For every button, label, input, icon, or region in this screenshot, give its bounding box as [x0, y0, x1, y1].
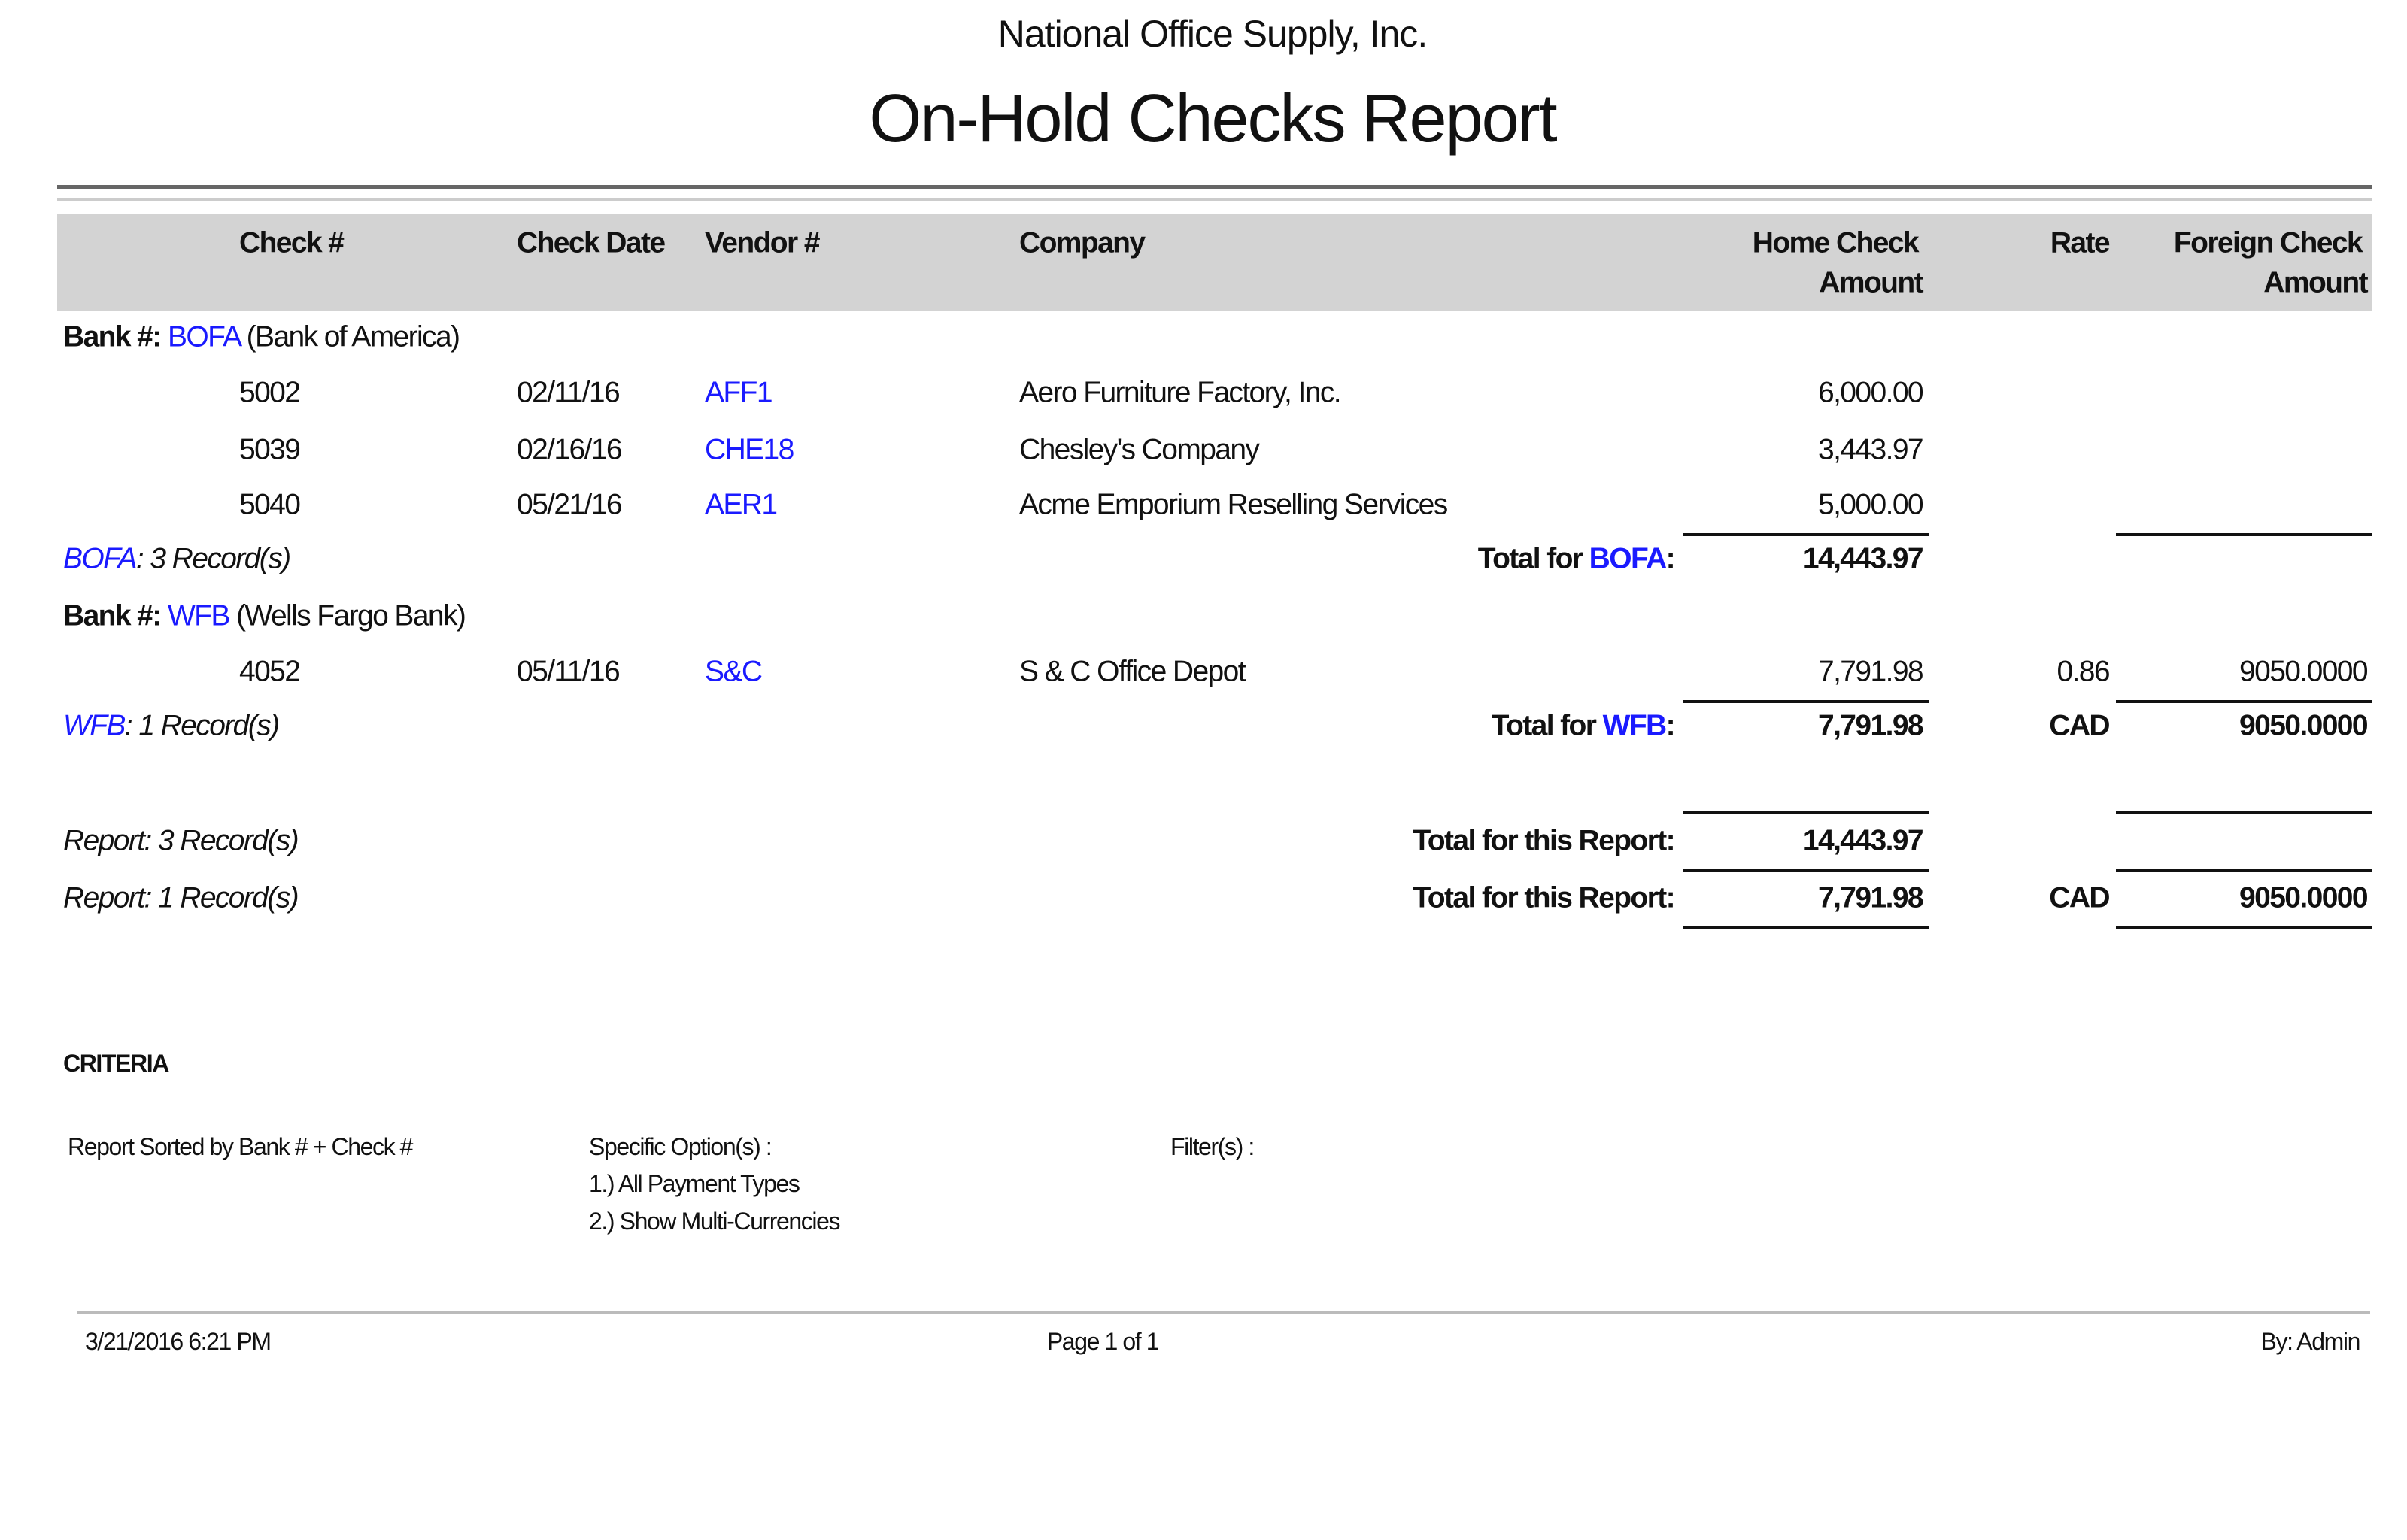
check-date: 05/11/16	[517, 655, 621, 688]
criteria-options-label: Specific Option(s) :	[589, 1132, 772, 1160]
group-total-label: Total for WFB:	[1491, 709, 1676, 744]
total-label-text: Total for	[1491, 709, 1603, 742]
home-amount: 5,000.00	[1817, 488, 1924, 521]
col-check-date: Check Date	[517, 226, 666, 259]
report-total-rule	[1683, 869, 1929, 872]
bank-label: Bank #:	[63, 599, 162, 632]
bank-group-header: Bank #: WFB (Wells Fargo Bank)	[63, 599, 466, 635]
check-date: 02/11/16	[517, 376, 621, 409]
report-total-home: 14,443.97	[1802, 824, 1924, 857]
column-header-band	[57, 214, 2372, 311]
criteria-option: 2.) Show Multi-Currencies	[589, 1207, 841, 1235]
vendor-link[interactable]: AFF1	[705, 376, 773, 409]
footer-page-number: Page 1 of 1	[1046, 1327, 1160, 1355]
report-total-rule	[1683, 811, 1929, 814]
company-name: National Office Supply, Inc.	[997, 13, 1428, 55]
group-total-foreign: 9050.0000	[2239, 709, 2369, 742]
vendor-link[interactable]: CHE18	[705, 433, 794, 466]
col-vendor-no: Vendor #	[705, 226, 821, 259]
group-total-home: 14,443.97	[1802, 542, 1924, 575]
col-home-amount-line1: Home Check	[1752, 226, 1920, 259]
home-amount: 6,000.00	[1817, 376, 1924, 409]
foreign-amount: 9050.0000	[2239, 655, 2369, 688]
group-record-count: WFB: 1 Record(s)	[63, 709, 280, 744]
col-check-no: Check #	[239, 226, 345, 259]
report-total-label: Total for this Report:	[1413, 881, 1675, 914]
report-record-count: Report: 3 Record(s)	[63, 824, 299, 857]
title-divider	[57, 185, 2372, 189]
check-no: 5039	[239, 433, 301, 466]
group-total-label: Total for BOFA:	[1477, 542, 1676, 578]
check-date: 02/16/16	[517, 433, 623, 466]
company-name-cell: Acme Emporium Reselling Services	[1019, 488, 1448, 521]
rate: 0.86	[2056, 655, 2110, 688]
subtotal-rule	[1683, 700, 1929, 703]
report-total-currency: CAD	[2049, 881, 2110, 914]
report-title: On-Hold Checks Report	[869, 81, 1557, 156]
home-amount: 7,791.98	[1817, 655, 1924, 688]
criteria-title: CRITERIA	[63, 1049, 169, 1077]
group-record-count: BOFA: 3 Record(s)	[63, 542, 291, 578]
col-home-amount-line2: Amount	[1819, 266, 1923, 299]
col-rate: Rate	[2050, 226, 2111, 259]
criteria-filters-label: Filter(s) :	[1170, 1132, 1255, 1160]
bank-code-link[interactable]: WFB	[167, 599, 230, 632]
report-total-rule	[1683, 926, 1929, 929]
company-name-cell: Chesley's Company	[1019, 433, 1260, 466]
bank-label: Bank #:	[63, 320, 162, 353]
record-count-text: : 3 Record(s)	[135, 542, 291, 575]
company-name-cell: Aero Furniture Factory, Inc.	[1019, 376, 1342, 409]
bank-name: (Wells Fargo Bank)	[236, 599, 466, 632]
group-total-home: 7,791.98	[1817, 709, 1924, 742]
bank-code-link[interactable]: BOFA	[167, 320, 241, 353]
check-date: 05/21/16	[517, 488, 623, 521]
bank-group-header: Bank #: BOFA (Bank of America)	[63, 320, 460, 356]
footer-user: By: Admin	[2260, 1327, 2361, 1355]
group-code-link[interactable]: WFB	[63, 709, 126, 742]
col-foreign-amount-line1: Foreign Check	[2173, 226, 2363, 259]
total-colon: :	[1665, 709, 1676, 742]
report-total-rule	[2116, 811, 2372, 814]
subtotal-rule	[2116, 533, 2372, 536]
total-label-text: Total for	[1477, 542, 1589, 575]
total-code-link[interactable]: BOFA	[1589, 542, 1668, 575]
check-no: 4052	[239, 655, 301, 688]
total-code-link[interactable]: WFB	[1602, 709, 1668, 742]
col-company: Company	[1019, 226, 1146, 259]
report-record-count: Report: 1 Record(s)	[63, 881, 299, 914]
criteria-option: 1.) All Payment Types	[589, 1169, 800, 1197]
subtotal-rule	[1683, 533, 1929, 536]
group-total-currency: CAD	[2049, 709, 2110, 742]
footer-timestamp: 3/21/2016 6:21 PM	[85, 1327, 272, 1355]
report-total-rule	[2116, 926, 2372, 929]
footer-divider	[77, 1311, 2370, 1314]
report-total-home: 7,791.98	[1817, 881, 1924, 914]
company-name-cell: S & C Office Depot	[1019, 655, 1246, 688]
bank-name: (Bank of America)	[246, 320, 460, 353]
total-colon: :	[1665, 542, 1676, 575]
check-no: 5002	[239, 376, 301, 409]
record-count-text: : 1 Record(s)	[124, 709, 280, 742]
report-total-rule	[2116, 869, 2372, 872]
report-total-foreign: 9050.0000	[2239, 881, 2369, 914]
vendor-link[interactable]: S&C	[705, 655, 763, 688]
title-divider-light	[57, 198, 2372, 201]
group-code-link[interactable]: BOFA	[63, 542, 137, 575]
criteria-sorted-by: Report Sorted by Bank # + Check #	[68, 1132, 413, 1160]
subtotal-rule	[2116, 700, 2372, 703]
home-amount: 3,443.97	[1817, 433, 1924, 466]
vendor-link[interactable]: AER1	[705, 488, 778, 521]
report-total-label: Total for this Report:	[1413, 824, 1675, 857]
check-no: 5040	[239, 488, 301, 521]
col-foreign-amount-line2: Amount	[2263, 266, 2368, 299]
